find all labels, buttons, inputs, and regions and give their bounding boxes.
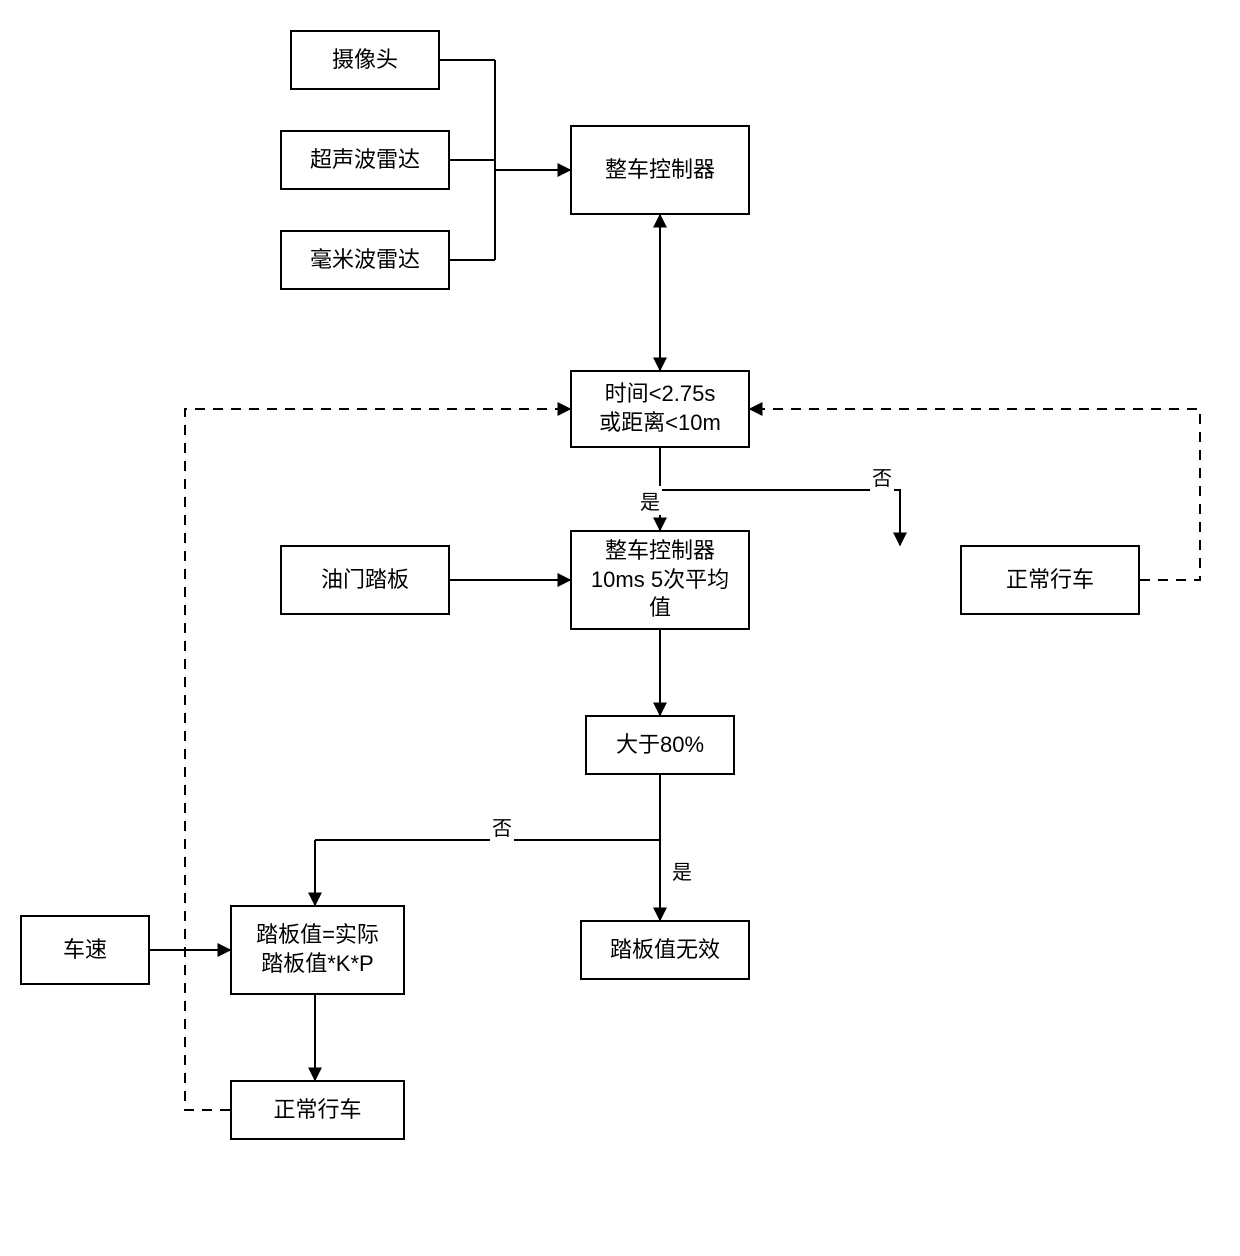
flowchart-canvas: 摄像头 超声波雷达 毫米波雷达 整车控制器 时间<2.75s 或距离<10m 油… <box>0 0 1240 1256</box>
node-label: 毫米波雷达 <box>310 246 420 275</box>
edge-label-no2: 否 <box>490 812 514 841</box>
node-speed: 车速 <box>20 915 150 985</box>
edge-label-no1: 否 <box>870 462 894 491</box>
node-camera: 摄像头 <box>290 30 440 90</box>
node-label: 油门踏板 <box>321 566 409 595</box>
node-vcu-top: 整车控制器 <box>570 125 750 215</box>
node-cond-time: 时间<2.75s 或距离<10m <box>570 370 750 448</box>
node-normal-right: 正常行车 <box>960 545 1140 615</box>
node-mmwave: 毫米波雷达 <box>280 230 450 290</box>
node-label: 正常行车 <box>273 1096 361 1125</box>
edge-label-yes2: 是 <box>670 856 694 885</box>
node-normal-bottom: 正常行车 <box>230 1080 405 1140</box>
node-gt80: 大于80% <box>585 715 735 775</box>
node-label: 整车控制器 <box>605 156 715 185</box>
node-label: 车速 <box>63 936 107 965</box>
node-pedal-formula: 踏板值=实际 踏板值*K*P <box>230 905 405 995</box>
node-label: 踏板值无效 <box>610 936 720 965</box>
node-ultrasonic: 超声波雷达 <box>280 130 450 190</box>
node-label: 时间<2.75s 或距离<10m <box>599 380 721 437</box>
node-label: 正常行车 <box>1006 566 1094 595</box>
edge-label-yes1: 是 <box>638 486 662 515</box>
node-vcu-avg: 整车控制器 10ms 5次平均 值 <box>570 530 750 630</box>
node-label: 大于80% <box>616 731 704 760</box>
node-pedal-invalid: 踏板值无效 <box>580 920 750 980</box>
node-label: 踏板值=实际 踏板值*K*P <box>256 921 379 978</box>
node-label: 超声波雷达 <box>310 146 420 175</box>
node-throttle: 油门踏板 <box>280 545 450 615</box>
node-label: 摄像头 <box>332 46 398 75</box>
node-label: 整车控制器 10ms 5次平均 值 <box>591 537 729 623</box>
